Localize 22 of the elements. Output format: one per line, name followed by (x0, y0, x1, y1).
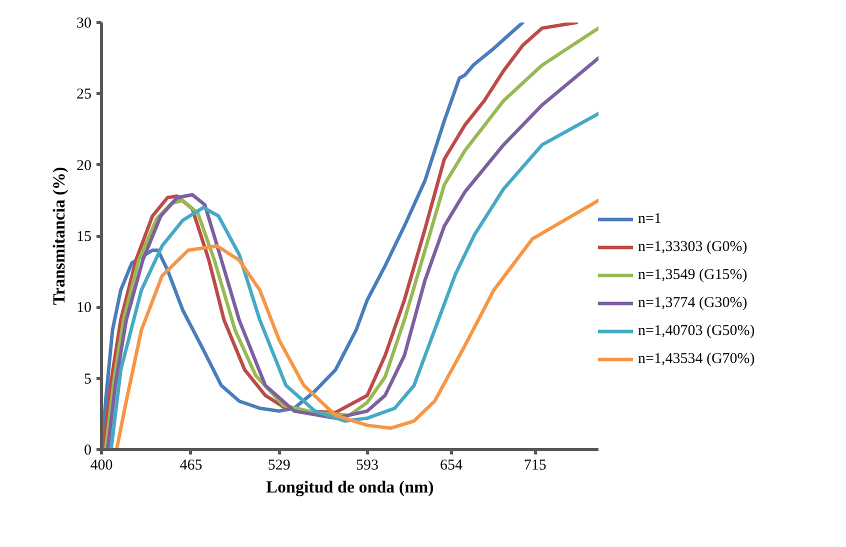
x-tick-label: 593 (356, 458, 378, 474)
x-tick-label: 654 (440, 458, 463, 474)
x-tick-label: 465 (180, 458, 202, 474)
line-series (114, 198, 598, 450)
y-axis-title: Transmitancia (%) (50, 166, 68, 306)
legend-label: n=1,3774 (G30%) (638, 294, 748, 312)
y-tick-label: 10 (76, 300, 92, 316)
legend-label: n=1,40703 (G50%) (638, 322, 755, 340)
y-tick-label: 25 (76, 86, 92, 103)
x-tick-label: 715 (524, 458, 546, 474)
y-tick-label: 5 (84, 371, 92, 388)
legend-label: n=1,3549 (G15%) (638, 266, 748, 284)
legend-label: n=1,43534 (G70%) (638, 350, 755, 368)
y-tick-label: 15 (76, 229, 92, 245)
x-tick-label: 529 (268, 458, 290, 474)
x-tick-label: 400 (90, 458, 113, 474)
legend-label: n=1 (638, 210, 662, 228)
y-tick-label: 20 (76, 158, 92, 174)
x-axis-title: Longitud de onda (nm) (266, 478, 434, 496)
y-tick-label: 30 (76, 16, 92, 32)
y-tick-label: 0 (84, 442, 92, 458)
legend-label: n=1,33303 (G0%) (638, 238, 748, 256)
